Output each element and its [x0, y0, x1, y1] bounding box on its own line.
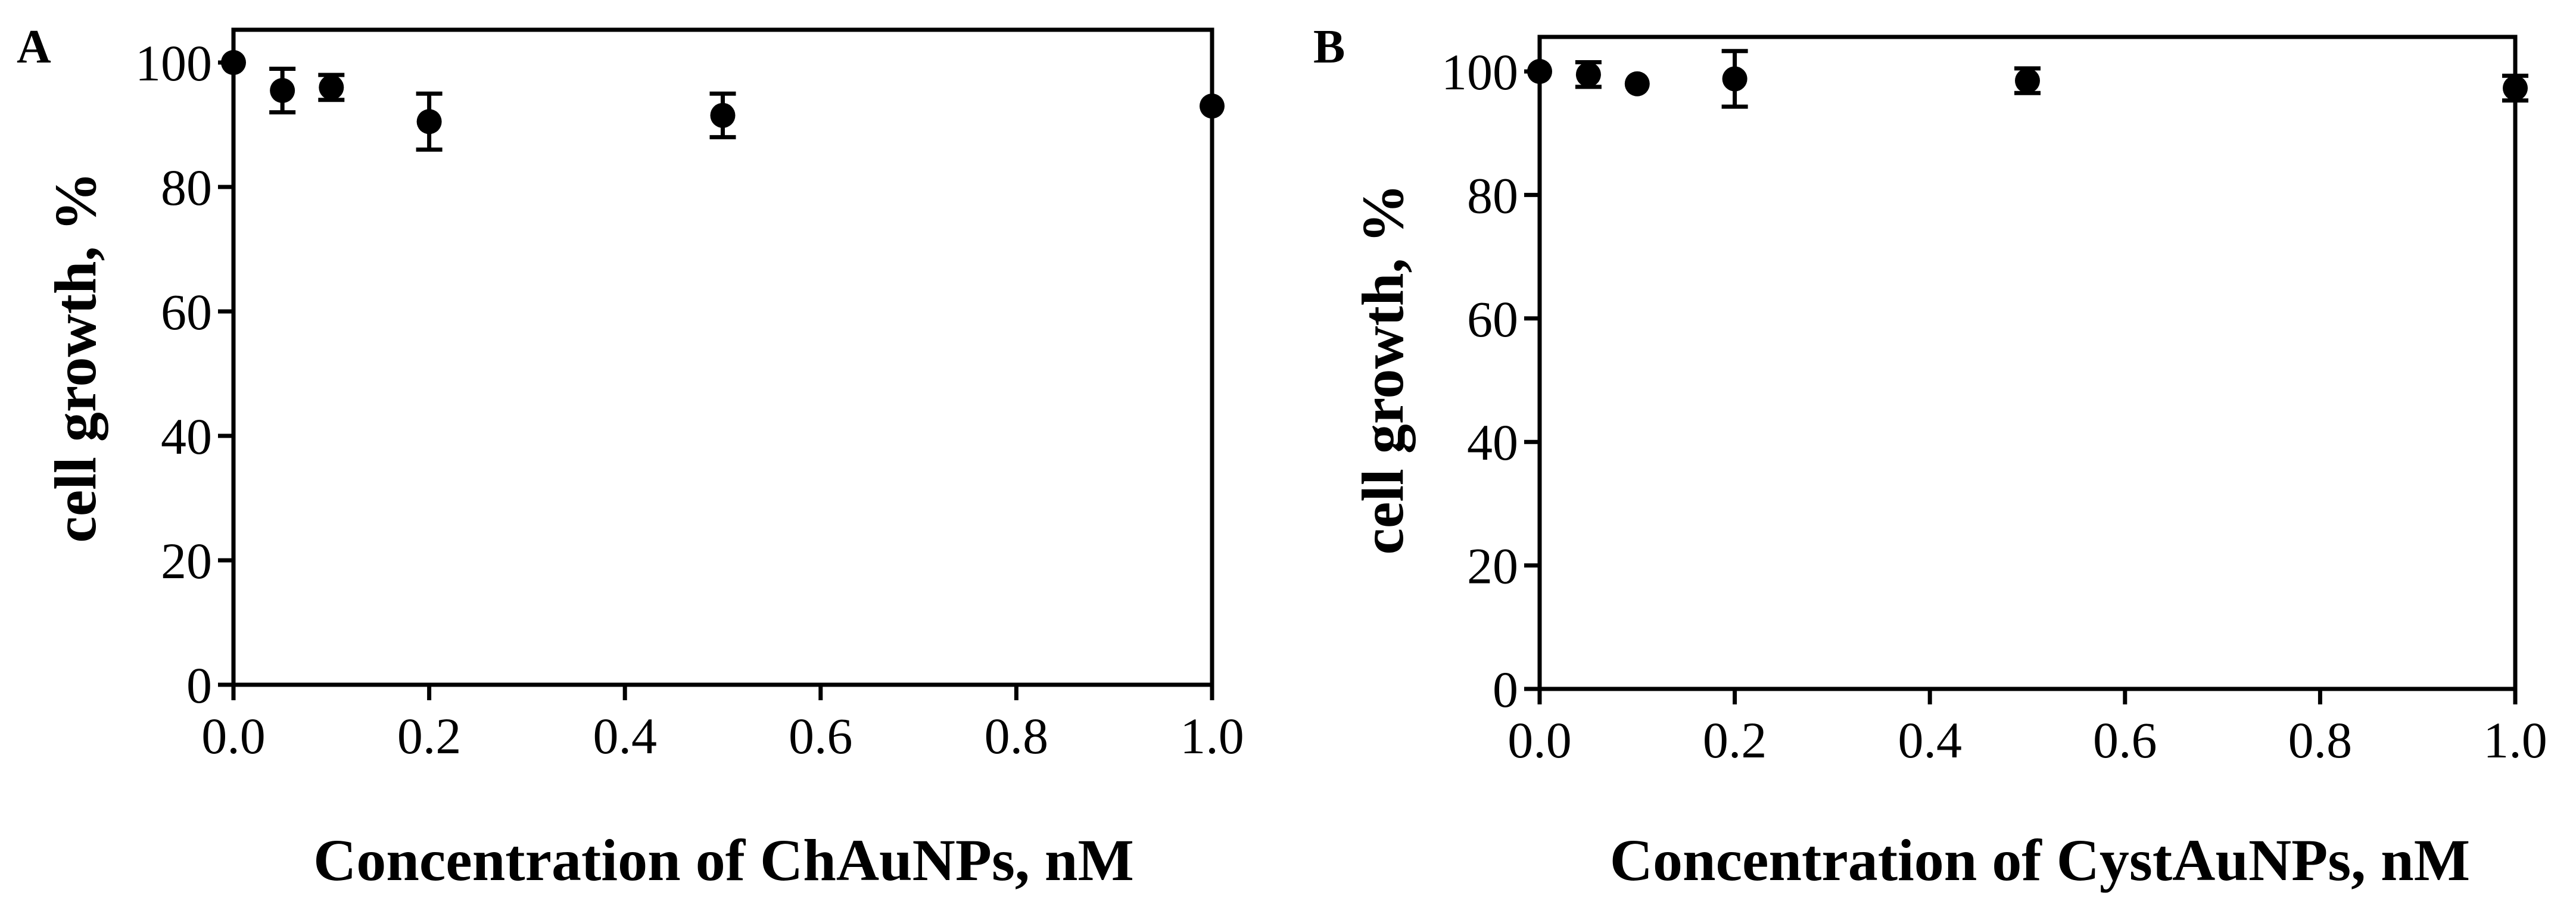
- panel-a-x-tick-label: 0.4: [593, 707, 657, 765]
- panel-b-data-point: [1527, 59, 1552, 84]
- panel-b-data-point: [2015, 68, 2040, 93]
- panel-a: A cell growth, % Concentration of ChAuNP…: [17, 21, 1244, 893]
- panel-a-y-tick-label: 20: [161, 532, 212, 589]
- panel-b-data-point: [1575, 62, 1601, 88]
- panel-b-data-point: [2503, 75, 2528, 101]
- panel-b-ticks: 0.0 0.2 0.4 0.6 0.8 1.0 0 20 40 60 80 100: [1441, 43, 2547, 769]
- panel-a-data-point: [270, 78, 295, 104]
- panel-b-x-tick-label: 0.2: [1703, 712, 1767, 769]
- panel-b-letter: B: [1313, 21, 1345, 73]
- panel-a-y-tick-label: 0: [186, 657, 212, 714]
- panel-a-y-axis-title: cell growth, %: [42, 171, 108, 542]
- panel-a-y-tick-label: 40: [161, 408, 212, 465]
- panel-a-x-tick-label: 0.6: [789, 707, 853, 765]
- panel-a-data-point: [710, 102, 736, 128]
- panel-a-ticks: 0.0 0.2 0.4 0.6 0.8 1.0 0 20 40 60 80 100: [135, 35, 1244, 765]
- panel-a-data-point: [1200, 93, 1225, 119]
- panel-b-x-tick-label: 0.8: [2288, 712, 2353, 769]
- panel-a-x-tick-label: 0.8: [985, 707, 1049, 765]
- panel-b-y-tick-label: 0: [1493, 661, 1518, 718]
- panel-a-x-tick-label: 0.2: [397, 707, 462, 765]
- panel-b-data-point: [1624, 71, 1650, 96]
- panel-a-letter: A: [17, 21, 51, 73]
- panel-b-y-tick-label: 60: [1467, 291, 1518, 348]
- panel-b: B cell growth, % Concentration of CystAu…: [1313, 21, 2547, 893]
- panel-b-points: [1527, 49, 2528, 109]
- panel-b-x-tick-label: 0.6: [2093, 712, 2157, 769]
- panel-b-x-tick-label: 0.4: [1898, 712, 1962, 769]
- panel-b-data-point: [1722, 66, 1748, 92]
- panel-a-y-tick-label: 60: [161, 283, 212, 341]
- panel-b-y-tick-label: 100: [1441, 43, 1518, 101]
- panel-b-x-axis-title: Concentration of CystAuNPs, nM: [1610, 827, 2470, 893]
- panel-b-x-tick-label: 0.0: [1507, 712, 1572, 769]
- panel-a-y-tick-label: 80: [161, 159, 212, 216]
- panel-a-data-point: [319, 74, 344, 100]
- panel-b-y-tick-label: 80: [1467, 167, 1518, 224]
- panel-a-x-tick-label: 1.0: [1180, 707, 1244, 765]
- panel-b-plot-frame: [1537, 35, 2518, 691]
- panel-a-x-axis-title: Concentration of ChAuNPs, nM: [313, 827, 1134, 893]
- panel-a-data-point: [221, 50, 246, 75]
- panel-b-y-tick-label: 20: [1467, 538, 1518, 595]
- panel-b-y-axis-title: cell growth, %: [1350, 183, 1416, 554]
- panel-a-plot-frame: [231, 27, 1214, 687]
- panel-b-y-tick-label: 40: [1467, 414, 1518, 471]
- panel-a-x-tick-label: 0.0: [201, 707, 266, 765]
- panel-a-y-tick-label: 100: [135, 35, 212, 92]
- panel-b-x-tick-label: 1.0: [2483, 712, 2547, 769]
- panel-a-points: [221, 50, 1225, 152]
- panel-a-data-point: [416, 109, 442, 135]
